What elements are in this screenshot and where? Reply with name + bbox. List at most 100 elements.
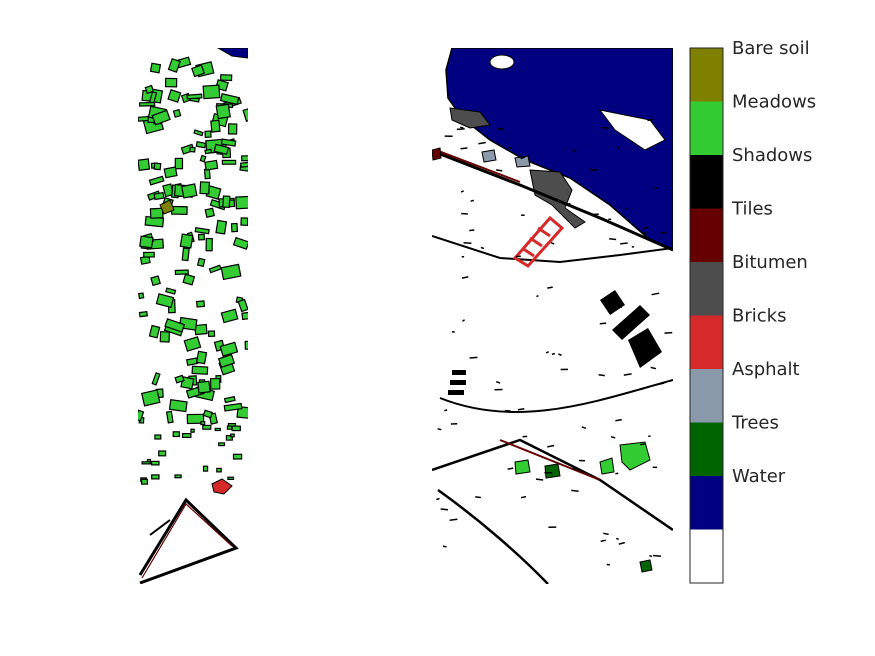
colorbar-label: Meadows: [732, 92, 816, 113]
colorbar: Bare soil Meadows Shadows Tiles Bitumen Brick…: [689, 38, 816, 584]
colorbar-label: Asphalt: [732, 359, 800, 380]
meadow-patch: [222, 195, 231, 208]
meadow-patch: [200, 421, 206, 426]
left-meadow-patches: [138, 56, 248, 485]
meadow-patch: [223, 395, 236, 404]
meadow-patch: [163, 166, 178, 179]
small-object: [610, 435, 616, 439]
meadow-patch: [210, 119, 221, 133]
meadow-patch: [225, 435, 233, 441]
meadow-patch: [172, 108, 182, 118]
meadow-patch: [165, 410, 174, 424]
small-object: [616, 146, 620, 149]
small-object: [551, 352, 556, 356]
meadow-patch: [213, 143, 230, 156]
meadow-patch: [230, 433, 235, 438]
meadow-patch: [191, 365, 209, 375]
small-object: [601, 126, 609, 129]
left-classification-map: [138, 48, 248, 584]
colorbar-cell-2: [690, 155, 723, 209]
meadow-patch: [219, 93, 240, 106]
colorbar-cell-0: [690, 48, 723, 102]
meadow-patch: [174, 157, 184, 170]
small-object: [558, 353, 562, 356]
colorbar-cell-6: [690, 369, 723, 423]
meadow-patch: [151, 474, 160, 480]
small-object: [461, 212, 468, 215]
meadow-patch: [181, 247, 190, 262]
meadow-patch: [196, 257, 206, 268]
meadow-patch: [174, 374, 185, 384]
small-object: [480, 246, 485, 250]
meadow-patch: [141, 461, 152, 465]
small-object: [640, 443, 647, 446]
meadow-patch: [151, 460, 160, 466]
small-object: [495, 380, 501, 384]
meadow-patch: [194, 226, 210, 235]
meadow-patch: [153, 162, 162, 171]
meadow-patch: [183, 336, 202, 352]
meadow-patch: [197, 233, 205, 241]
small-object: [520, 495, 527, 499]
meadow-patch: [151, 109, 171, 126]
meadow-patch: [138, 310, 148, 318]
meadow-patch: [240, 217, 248, 226]
small-object: [623, 373, 632, 376]
meadow-patch: [235, 195, 248, 210]
meadow-patch: [199, 181, 211, 195]
small-object: [660, 231, 667, 235]
meadow-patch: [196, 300, 206, 308]
small-object: [536, 295, 539, 298]
small-object: [571, 489, 579, 493]
meadow-patch: [194, 323, 208, 336]
small-object: [463, 241, 472, 244]
meadow-patch: [195, 350, 208, 365]
meadow-patch: [144, 84, 155, 95]
small-object: [462, 319, 466, 322]
small-object: [520, 156, 526, 160]
meadow-patch: [204, 159, 219, 171]
small-object: [545, 351, 549, 354]
meadow-patch: [220, 308, 239, 324]
meadow-patch: [204, 148, 213, 155]
small-object: [508, 146, 513, 150]
small-object: [600, 539, 606, 543]
small-object: [496, 127, 504, 130]
meadow-patch: [232, 453, 243, 460]
meadow-patch: [214, 427, 221, 432]
colorbar-labels: Bare soil Meadows Shadows Tiles Bitumen Brick…: [731, 38, 816, 487]
meadow-patch: [174, 269, 189, 276]
meadow-patch: [207, 330, 216, 338]
meadow-patch: [141, 478, 149, 485]
colorbar-label: Tiles: [731, 199, 773, 220]
colorbar-label: Bare soil: [732, 38, 810, 59]
colorbar-label: Bitumen: [732, 252, 808, 273]
meadow-patch: [239, 160, 248, 168]
small-object: [495, 169, 503, 172]
colorbar-cell-1: [690, 101, 723, 156]
meadow-patch: [164, 77, 178, 88]
meadow-patch: [202, 465, 209, 472]
meadow-patch: [149, 62, 162, 74]
meadow-patch: [158, 450, 167, 457]
meadow-patch: [215, 103, 231, 120]
right-classification-map: [432, 48, 673, 584]
small-object: [517, 407, 525, 411]
colorbar-label: Shadows: [732, 145, 812, 166]
meadow-patch: [138, 409, 145, 422]
meadow-patch: [189, 146, 196, 153]
meadow-patch: [186, 93, 203, 100]
meadow-patch: [182, 273, 196, 286]
small-object: [449, 518, 458, 521]
colorbar-label: Bricks: [732, 306, 786, 327]
meadow-patch: [218, 442, 226, 447]
meadow-patch: [179, 233, 194, 249]
meadow-patch: [204, 130, 212, 139]
small-object: [603, 532, 609, 536]
meadow-patch: [202, 409, 214, 419]
meadow-patch: [185, 357, 199, 367]
meadow-patch: [232, 236, 248, 250]
small-object: [547, 444, 555, 448]
small-object: [507, 467, 514, 470]
